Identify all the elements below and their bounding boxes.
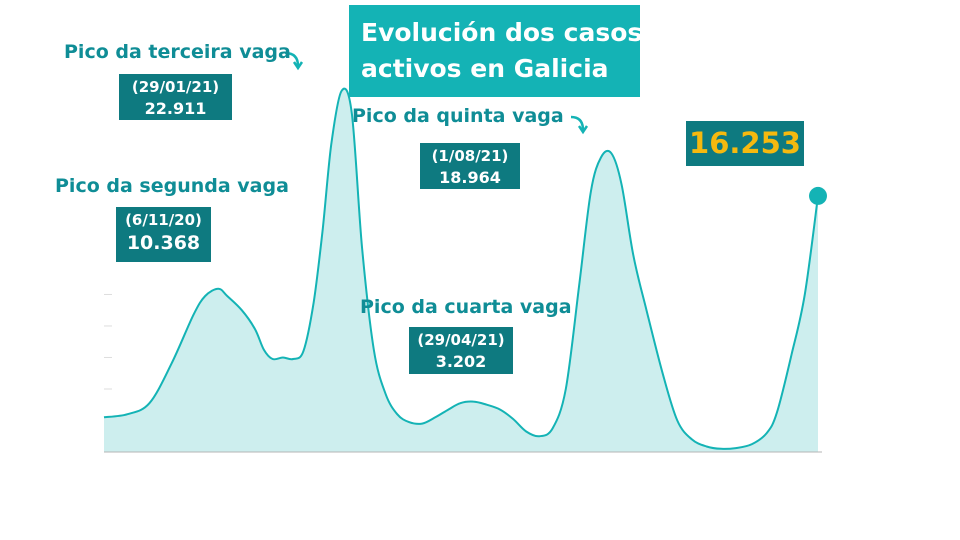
fifth-wave-arrow xyxy=(570,115,585,131)
cases-line xyxy=(103,87,819,450)
fifth-wave-arrow-head xyxy=(577,125,589,135)
fourth-wave-date: (29/04/21) xyxy=(417,331,505,349)
second-wave-label: Pico da segunda vaga xyxy=(55,175,289,197)
fourth-wave-label: Pico da cuarta vaga xyxy=(360,296,572,318)
current-point xyxy=(809,186,827,205)
third-wave-box: (29/01/21) 22.911 xyxy=(119,74,232,120)
fifth-wave-date: (1/08/21) xyxy=(431,147,509,165)
fourth-wave-box: (29/04/21) 3.202 xyxy=(409,327,513,374)
second-wave-value: 10.368 xyxy=(126,232,201,254)
second-wave-box: (6/11/20) 10.368 xyxy=(116,207,211,262)
current-value-badge: 16.253 xyxy=(686,121,804,166)
third-wave-value: 22.911 xyxy=(144,99,207,118)
third-wave-label: Pico da terceira vaga xyxy=(64,41,291,63)
third-wave-date: (29/01/21) xyxy=(131,78,220,96)
peak-arrows xyxy=(284,51,589,135)
third-wave-arrow xyxy=(284,51,300,67)
second-wave-date: (6/11/20) xyxy=(125,211,202,229)
fifth-wave-label: Pico da quinta vaga xyxy=(352,105,564,127)
third-wave-arrow-head xyxy=(292,61,304,71)
fifth-wave-box: (1/08/21) 18.964 xyxy=(420,143,520,189)
title-line-1: Evolución dos casos xyxy=(361,18,643,47)
cases-area xyxy=(104,88,818,453)
chart-title: Evolución dos casos activos en Galicia xyxy=(349,5,643,97)
fourth-wave-value: 3.202 xyxy=(435,352,487,371)
title-line-2: activos en Galicia xyxy=(361,54,609,83)
fifth-wave-value: 18.964 xyxy=(439,168,501,187)
